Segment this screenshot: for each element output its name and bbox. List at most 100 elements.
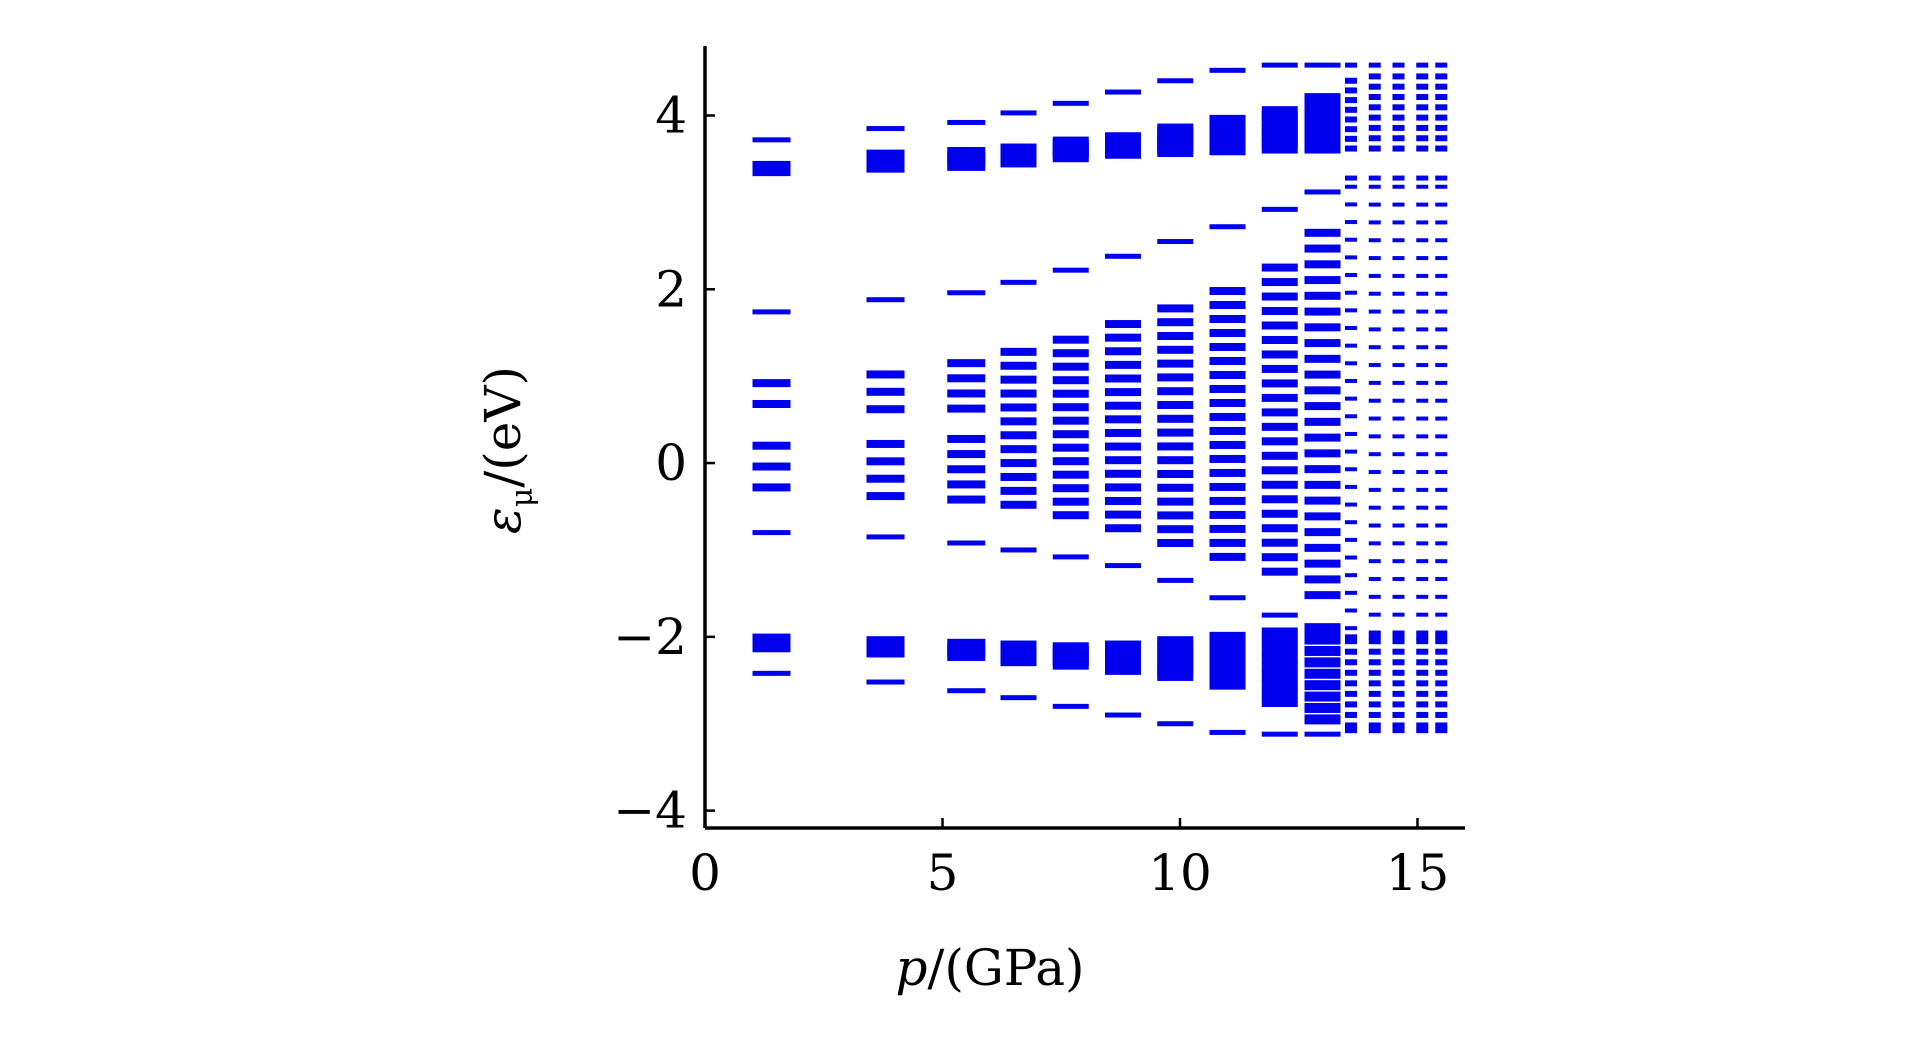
level-dash	[1261, 206, 1298, 212]
level-dash	[1345, 326, 1357, 331]
level-dash	[1435, 309, 1448, 314]
level-dash	[1392, 728, 1405, 734]
level-dash	[1392, 594, 1405, 599]
level-dash	[1345, 608, 1357, 613]
level-dash	[1209, 643, 1246, 654]
level-dash	[1435, 73, 1448, 80]
level-dash	[1392, 291, 1405, 296]
level-dash	[866, 636, 905, 647]
level-dash	[1261, 612, 1298, 618]
level-dash	[1157, 401, 1194, 410]
level-dash	[1345, 116, 1357, 123]
level-dash	[1368, 594, 1381, 599]
level-dash	[1416, 680, 1429, 687]
level-dash	[1416, 83, 1429, 90]
level-dash	[1416, 648, 1429, 655]
level-dash	[866, 439, 905, 448]
level-dash	[1345, 638, 1357, 645]
level-dash	[1209, 524, 1246, 533]
level-dash	[1304, 496, 1341, 505]
level-dash	[1416, 94, 1429, 101]
level-dash	[1368, 711, 1381, 718]
level-dash	[1261, 278, 1298, 287]
level-dash	[1368, 309, 1381, 314]
level-dash	[1157, 428, 1194, 437]
level-dash	[1052, 484, 1089, 493]
level-dash	[1416, 701, 1429, 708]
level-dash	[1261, 627, 1298, 638]
level-dash	[1416, 220, 1429, 225]
level-dash	[1345, 711, 1357, 718]
level-dash	[1392, 690, 1405, 697]
level-dash	[1105, 428, 1141, 437]
level-dash	[1304, 449, 1341, 458]
level-dash	[1345, 431, 1357, 436]
level-dash	[1368, 669, 1381, 676]
level-dash	[1345, 728, 1357, 734]
level-dash	[866, 370, 905, 379]
level-dash	[1157, 636, 1194, 647]
level-dash	[1000, 500, 1037, 509]
level-dash	[1261, 143, 1298, 154]
level-dash	[1392, 273, 1405, 278]
level-dash	[947, 434, 986, 443]
level-dash	[1000, 472, 1037, 481]
level-dash	[1157, 721, 1194, 727]
level-dash	[1416, 594, 1429, 599]
level-dash	[1435, 145, 1448, 152]
level-dash	[1209, 454, 1246, 463]
level-dash	[1392, 175, 1405, 181]
level-dash	[1392, 73, 1405, 80]
level-dash	[1392, 124, 1405, 131]
level-dash	[1105, 89, 1141, 95]
level-dash	[1345, 184, 1357, 189]
level-dash	[1261, 379, 1298, 388]
level-dash	[1368, 541, 1381, 546]
level-dash	[1345, 449, 1357, 454]
level-dash	[1392, 648, 1405, 655]
level-dash	[1435, 541, 1448, 546]
level-dash	[1304, 402, 1341, 411]
level-dash	[1105, 320, 1141, 329]
level-dash	[1261, 567, 1298, 576]
level-dash	[947, 389, 986, 398]
level-dash	[1261, 408, 1298, 417]
level-dash	[1304, 634, 1341, 645]
level-dash	[1304, 575, 1341, 584]
level-dash	[1435, 202, 1448, 207]
level-dash	[1392, 577, 1405, 582]
level-dash	[1304, 559, 1341, 568]
level-dash	[1416, 638, 1429, 645]
level-dash	[947, 359, 986, 368]
level-dash	[1304, 417, 1341, 426]
level-dash	[1435, 594, 1448, 599]
y-tick-label: −2	[613, 608, 687, 666]
level-dash	[1392, 680, 1405, 687]
level-dash	[1209, 637, 1246, 648]
level-dash	[1052, 470, 1089, 479]
level-dash	[866, 149, 905, 160]
level-dash	[1435, 124, 1448, 131]
level-dash	[1000, 445, 1037, 454]
level-dash	[1435, 648, 1448, 655]
level-dash	[1261, 138, 1298, 149]
level-dash	[1392, 701, 1405, 708]
level-dash	[1416, 711, 1429, 718]
level-dash	[1052, 416, 1089, 425]
x-tick-label: 15	[1386, 844, 1450, 902]
level-dash	[1368, 380, 1381, 385]
level-dash	[1416, 487, 1429, 492]
level-dash	[752, 642, 791, 653]
level-dash	[1345, 467, 1357, 472]
level-dash	[1261, 111, 1298, 122]
level-dash	[752, 670, 791, 676]
level-dash	[1392, 83, 1405, 90]
level-dash	[1157, 359, 1194, 368]
level-dash	[1368, 470, 1381, 475]
level-dash	[1345, 77, 1357, 84]
level-dash	[1157, 345, 1194, 354]
level-dash	[1416, 523, 1429, 528]
level-dash	[947, 495, 986, 504]
level-dash	[752, 530, 791, 536]
level-dash	[1416, 541, 1429, 546]
